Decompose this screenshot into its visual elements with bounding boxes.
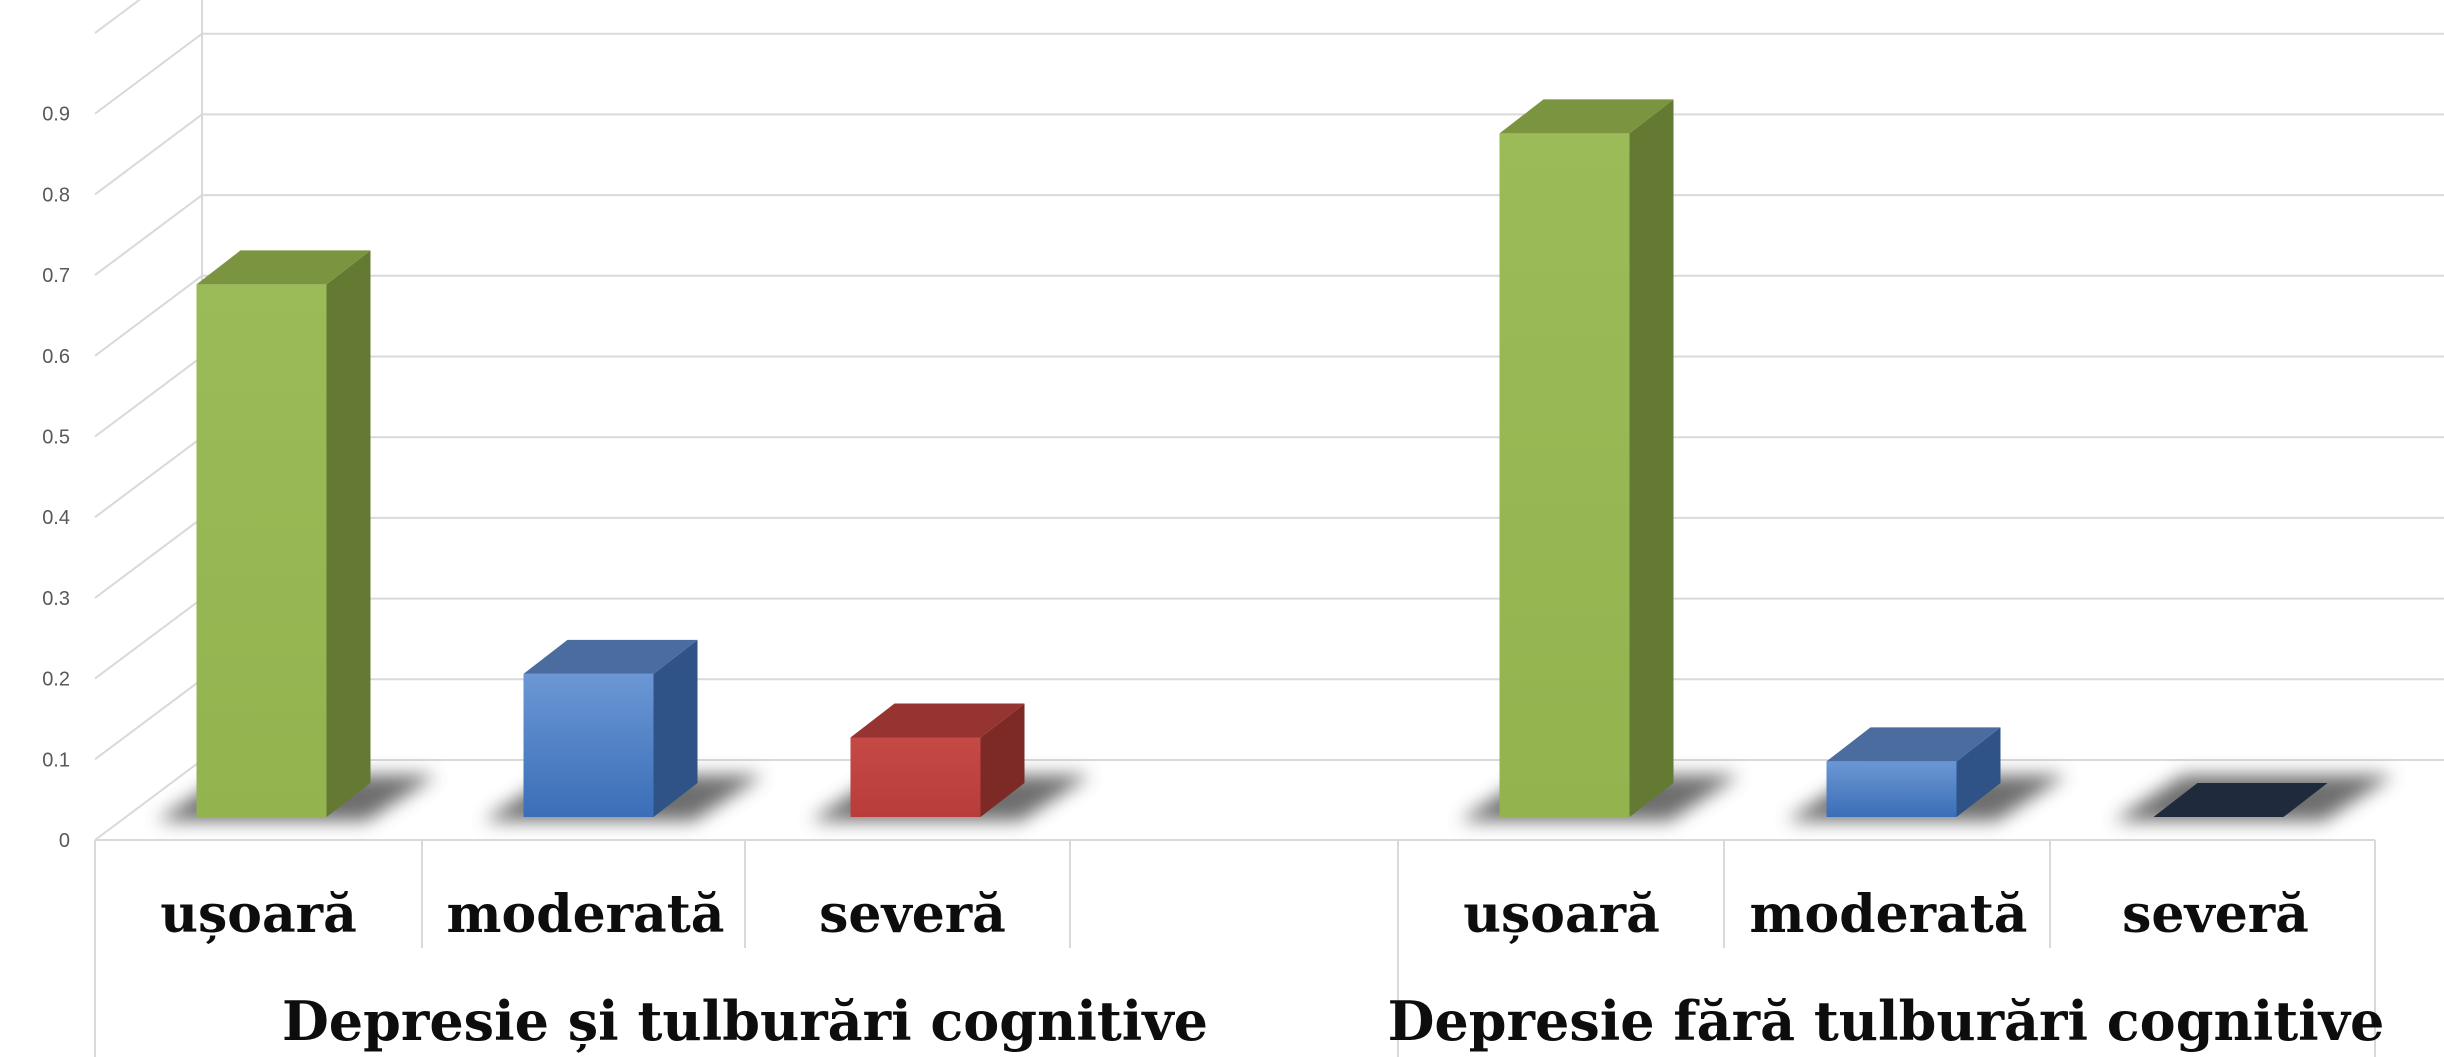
- bar-side: [980, 703, 1025, 817]
- gridline: [94, 436, 2444, 519]
- bar-top: [523, 639, 698, 674]
- bars: [196, 99, 2328, 817]
- y-tick-label: 0: [59, 830, 70, 852]
- y-tick-label: 0.2: [42, 669, 70, 691]
- bar-front: [850, 737, 981, 817]
- bar-top: [196, 250, 371, 285]
- gridline: [94, 113, 2444, 196]
- group-label: Depresie și tulburări cognitive: [282, 989, 1208, 1053]
- y-tick-label: 0.9: [42, 104, 70, 126]
- gridline: [94, 355, 2444, 438]
- bar-side: [1956, 727, 2001, 817]
- gridline: [94, 274, 2444, 357]
- bar-side: [326, 250, 371, 817]
- y-tick-label: 0.7: [42, 265, 70, 287]
- category-label: severă: [819, 884, 1006, 945]
- gridline: [94, 516, 2444, 599]
- y-tick-label: 0.6: [42, 346, 70, 368]
- group-label: Depresie fără tulburări cognitive: [1388, 989, 2385, 1053]
- bar-top: [850, 703, 1025, 738]
- category-label: ușoară: [1463, 884, 1660, 945]
- y-tick-label: 0.5: [42, 427, 70, 449]
- bar-top: [1499, 99, 1674, 134]
- category-label: ușoară: [160, 884, 357, 945]
- gridline: [94, 194, 2444, 276]
- y-tick-label: 0.8: [42, 184, 70, 206]
- y-tick-label: 0.4: [42, 507, 70, 529]
- category-label: moderată: [1750, 884, 2028, 945]
- y-tick-label: 0.1: [42, 749, 70, 771]
- x-axis: ușoară moderată severă Depresie și tulburăr…: [94, 839, 2385, 1057]
- gridline: [94, 32, 2444, 115]
- bar-zero: [2153, 783, 2328, 817]
- bar-side: [653, 639, 698, 817]
- y-axis: 0 0.1 0.2 0.3 0.4 0.5 0.6 0.7 0.8 0.9: [42, 104, 70, 852]
- bar-front: [1826, 761, 1957, 817]
- category-label: moderată: [447, 884, 725, 945]
- gridlines: [94, 0, 2444, 841]
- gridline: [94, 678, 2444, 761]
- gridline: [94, 759, 2444, 841]
- bar-front: [196, 284, 327, 817]
- bar-shadows: [156, 775, 2394, 821]
- bar-top: [1826, 727, 2001, 762]
- gridline: [94, 597, 2444, 680]
- bar-front: [523, 673, 654, 817]
- category-label: severă: [2122, 884, 2309, 945]
- gridline: [94, 0, 141, 34]
- y-tick-label: 0.3: [42, 588, 70, 610]
- bar-side: [1629, 99, 1674, 817]
- bar-front: [1499, 133, 1630, 817]
